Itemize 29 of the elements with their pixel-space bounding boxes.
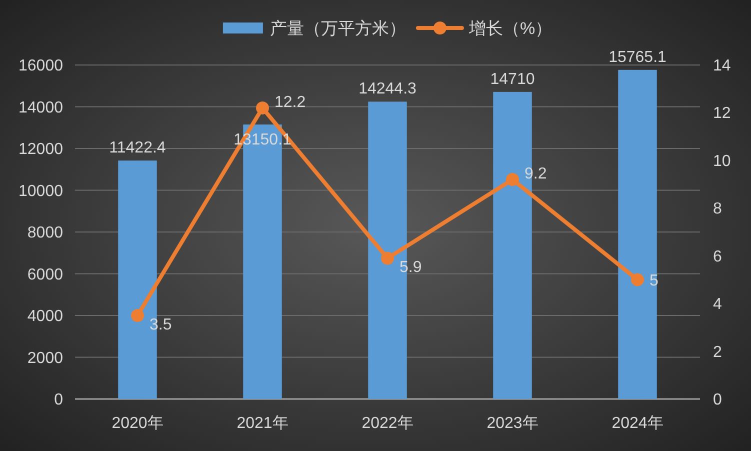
y-tick-label: 0 (54, 392, 64, 408)
y2-tick-label: 12 (713, 105, 731, 122)
x-tick-label: 2024年 (612, 415, 664, 432)
y-tick-label: 12000 (18, 141, 64, 158)
y-tick-label: 10000 (18, 182, 64, 200)
y-tick-label: 8000 (27, 224, 64, 242)
x-tick-label: 2023年 (486, 415, 538, 432)
y2-tick-label: 4 (713, 296, 722, 314)
y-tick-label: 14000 (18, 99, 64, 116)
y-tick-label: 2000 (27, 350, 64, 367)
y-tick-label: 4000 (27, 308, 64, 325)
y2-tick-label: 10 (713, 152, 731, 170)
y-tick-label: 6000 (27, 266, 64, 284)
data-label: 11422.4 (109, 140, 166, 157)
data-label: 14244.3 (358, 80, 417, 98)
legend-label: 增长（%） (468, 19, 552, 38)
x-tick-label: 2020年 (112, 415, 164, 432)
x-tick-label: 2022年 (362, 415, 414, 432)
data-label: 14710 (490, 70, 535, 88)
data-label: 15765.1 (608, 48, 667, 66)
x-tick-label: 2021年 (236, 415, 288, 432)
legend-label: 产量（万平方米） (270, 19, 406, 38)
y2-tick-label: 0 (713, 392, 722, 408)
y-tick-label: 16000 (18, 58, 64, 74)
y2-tick-label: 6 (713, 248, 722, 266)
y2-tick-label: 14 (713, 58, 731, 74)
y2-tick-label: 8 (713, 200, 722, 218)
data-label: 12.2 (274, 94, 306, 111)
y2-tick-label: 2 (713, 344, 722, 361)
